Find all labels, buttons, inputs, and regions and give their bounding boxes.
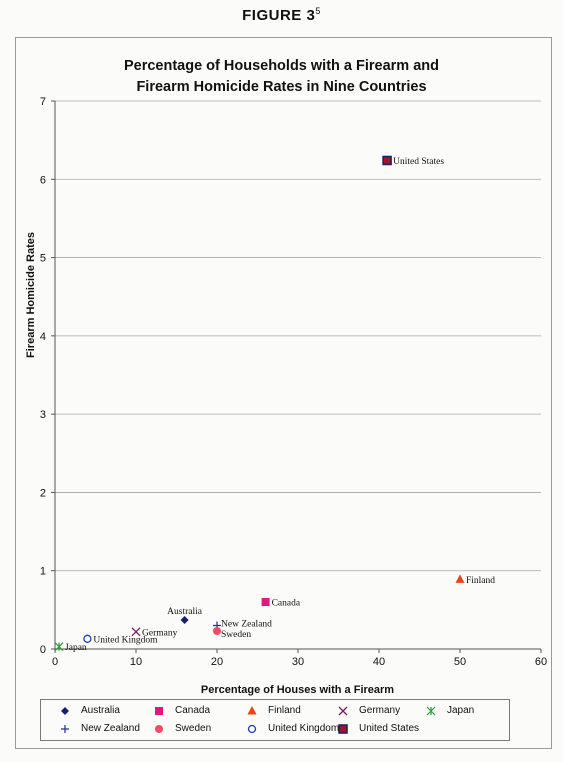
legend-label-united-states: United States — [359, 723, 420, 734]
data-label-united-states: United States — [393, 157, 444, 167]
legend-label-australia: Australia — [81, 705, 120, 716]
x-tick-label-1: 10 — [130, 656, 142, 668]
chart-title-line-2: Firearm Homicide Rates in Nine Countries — [136, 79, 427, 95]
legend-marker-united-kingdom — [247, 724, 257, 734]
legend-symbol-new-zealand — [61, 725, 69, 733]
y-axis-title: Firearm Homicide Rates — [25, 232, 37, 358]
y-tick-label-3: 3 — [40, 409, 46, 421]
legend-marker-canada — [155, 707, 163, 715]
legend-symbol-japan — [426, 706, 436, 716]
legend-symbol-germany — [338, 706, 348, 716]
data-label-new-zealand: New Zealand — [221, 620, 272, 630]
legend-label-japan: Japan — [447, 705, 475, 716]
x-tick-label-2: 20 — [211, 656, 223, 668]
legend-symbol-canada — [155, 707, 163, 715]
legend-label-sweden: Sweden — [175, 723, 212, 734]
legend-marker-united-states — [338, 724, 348, 734]
data-label-germany: Germany — [142, 628, 178, 638]
x-tick-label-4: 40 — [373, 656, 385, 668]
legend-marker-sweden — [155, 725, 163, 733]
data-label-japan: Japan — [65, 643, 87, 653]
legend-symbol-australia — [61, 707, 69, 715]
y-tick-label-0: 0 — [40, 644, 46, 656]
x-tick-label-6: 60 — [535, 656, 547, 668]
legend-marker-finland — [247, 706, 257, 715]
legend-label-united-kingdom: United Kingdom — [268, 723, 340, 734]
point-japan — [54, 642, 64, 652]
data-label-united-kingdom: United Kingdom — [93, 635, 158, 645]
figure-note: 5 — [315, 6, 321, 16]
data-label-sweden: Sweden — [221, 630, 251, 640]
legend-label-new-zealand: New Zealand — [81, 723, 140, 734]
legend-symbol-united-states — [338, 724, 348, 734]
legend-label-germany: Germany — [359, 705, 401, 716]
legend-marker-new-zealand — [61, 725, 69, 733]
y-tick-label-1: 1 — [40, 566, 46, 578]
data-label-finland: Finland — [466, 576, 495, 586]
figure-label-text: FIGURE 3 — [242, 7, 316, 24]
legend-symbol-finland — [247, 706, 257, 715]
legend-marker-germany — [338, 706, 348, 716]
y-tick-label-5: 5 — [40, 253, 46, 265]
y-tick-label-4: 4 — [40, 331, 46, 343]
y-tick-label-7: 7 — [40, 96, 46, 108]
legend-label-finland: Finland — [268, 705, 301, 716]
legend-symbol-united-kingdom — [247, 724, 257, 734]
x-axis-title: Percentage of Houses with a Firearm — [200, 684, 395, 696]
legend-label-canada: Canada — [175, 705, 211, 716]
figure-label: FIGURE 35 — [0, 6, 563, 24]
chart-title-line-1: Percentage of Households with a Firearm … — [123, 58, 440, 74]
point-australia — [180, 616, 189, 625]
chart-legend: Australia Canada Finland Germany Japan New Ze… — [40, 699, 510, 741]
legend-marker-australia — [61, 707, 69, 715]
y-tick-label-6: 6 — [40, 174, 46, 186]
point-united-kingdom — [83, 634, 92, 643]
x-tick-label-5: 50 — [454, 656, 466, 668]
point-sweden — [213, 626, 221, 635]
chart-frame — [15, 37, 552, 749]
x-tick-label-3: 30 — [292, 656, 304, 668]
point-germany — [131, 627, 141, 637]
point-finland — [455, 574, 465, 583]
y-tick-label-2: 2 — [40, 487, 46, 499]
data-label-australia: Australia — [167, 607, 203, 617]
data-label-canada: Canada — [272, 599, 301, 609]
legend-symbol-sweden — [155, 725, 163, 733]
point-canada — [261, 598, 270, 607]
legend-marker-japan — [426, 706, 436, 716]
point-united-states — [382, 155, 392, 166]
x-tick-label-0: 0 — [52, 656, 58, 668]
